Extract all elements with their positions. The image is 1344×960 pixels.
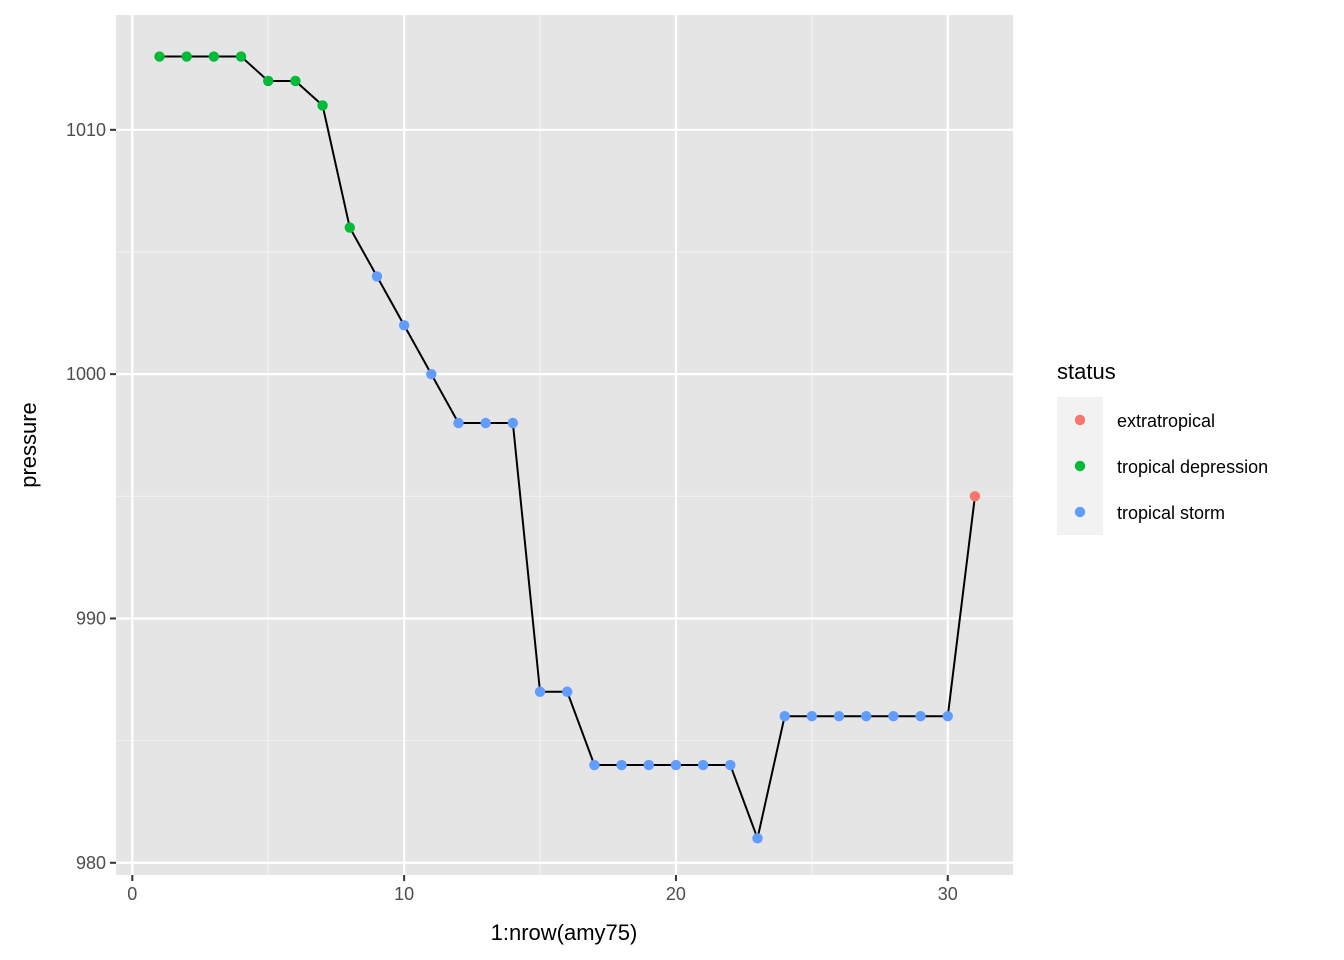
data-point bbox=[915, 710, 926, 722]
data-point bbox=[480, 417, 491, 429]
pressure-points bbox=[154, 51, 981, 844]
legend-label: tropical storm bbox=[1117, 503, 1225, 523]
data-point bbox=[208, 51, 220, 62]
data-point bbox=[589, 759, 600, 771]
data-point bbox=[426, 368, 437, 380]
data-point bbox=[616, 759, 627, 771]
data-point bbox=[154, 51, 165, 62]
data-point bbox=[534, 686, 546, 697]
y-tick-label: 990 bbox=[76, 608, 106, 628]
data-point bbox=[806, 710, 818, 722]
data-point bbox=[317, 100, 328, 111]
y-tick-label: 1010 bbox=[66, 120, 106, 140]
data-point bbox=[752, 833, 763, 844]
data-point bbox=[779, 710, 790, 722]
x-tick-label: 10 bbox=[394, 884, 414, 904]
x-axis-title: 1:nrow(amy75) bbox=[491, 920, 638, 945]
legend-title: status bbox=[1057, 359, 1116, 384]
legend-entries: extratropical tropical depression tropical… bbox=[1074, 411, 1268, 523]
major-gridlines bbox=[116, 15, 1013, 875]
x-tick-label: 0 bbox=[127, 884, 137, 904]
data-point bbox=[453, 417, 464, 429]
legend-label: extratropical bbox=[1117, 411, 1215, 431]
y-axis-title: pressure bbox=[16, 402, 41, 488]
data-point bbox=[670, 759, 682, 771]
data-point bbox=[562, 686, 573, 697]
x-tick-label: 20 bbox=[666, 884, 686, 904]
data-point bbox=[697, 759, 709, 771]
data-point bbox=[181, 51, 192, 62]
y-tick-label: 1000 bbox=[66, 364, 106, 384]
legend-key-tropical-storm bbox=[1074, 506, 1086, 518]
data-point bbox=[861, 710, 872, 722]
data-point bbox=[290, 75, 301, 87]
legend: status extratropical tropical depression t… bbox=[1057, 359, 1268, 535]
data-point bbox=[942, 710, 953, 722]
data-point bbox=[833, 710, 845, 722]
data-point bbox=[643, 759, 654, 771]
legend-label: tropical depression bbox=[1117, 457, 1268, 477]
data-point bbox=[344, 222, 355, 233]
data-point bbox=[398, 320, 410, 331]
data-point bbox=[507, 417, 519, 429]
x-tick-label: 30 bbox=[938, 884, 958, 904]
minor-gridlines bbox=[116, 15, 1013, 875]
plot-panel bbox=[116, 15, 1013, 875]
data-point bbox=[969, 491, 981, 502]
y-axis: 980 990 1000 1010 bbox=[66, 120, 116, 873]
data-point bbox=[371, 271, 383, 282]
data-point bbox=[235, 51, 247, 62]
legend-key-tropical-depression bbox=[1074, 460, 1086, 472]
data-point bbox=[263, 75, 274, 87]
x-axis: 0 10 20 30 bbox=[127, 875, 958, 904]
data-point bbox=[725, 759, 736, 771]
data-point bbox=[888, 710, 899, 722]
y-tick-label: 980 bbox=[76, 853, 106, 873]
legend-key-extratropical bbox=[1074, 414, 1086, 426]
